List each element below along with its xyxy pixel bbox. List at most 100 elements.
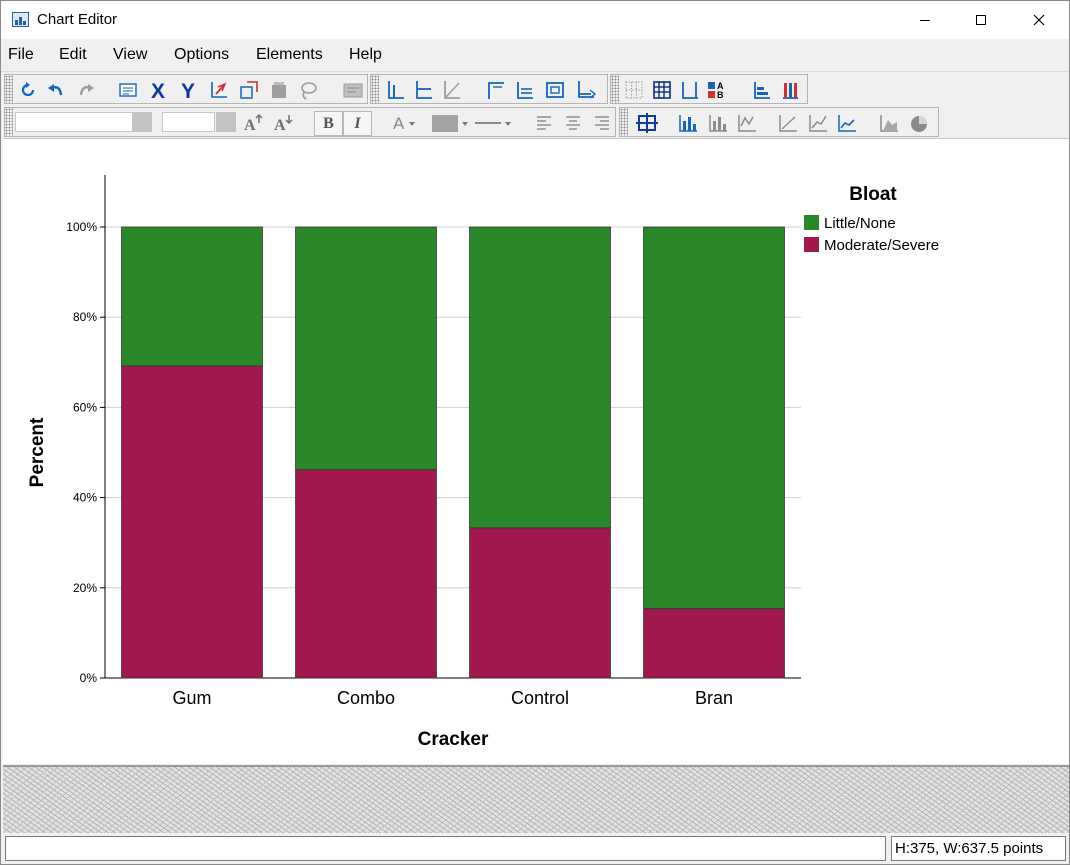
- stacked-bar-chart[interactable]: 0% 20% 40% 60% 80% 100% Gum Combo Control Bran Cra…: [3, 139, 1069, 764]
- editor-background-area: [3, 765, 1069, 833]
- area-icon[interactable]: [878, 112, 900, 134]
- legend-item-label[interactable]: Moderate/Severe: [824, 237, 939, 254]
- bold-icon[interactable]: B: [314, 111, 343, 136]
- line-chart-icon[interactable]: [736, 112, 758, 134]
- properties-icon[interactable]: [117, 79, 139, 101]
- font-size-decrease-icon[interactable]: A: [273, 112, 295, 134]
- menu-view[interactable]: View: [113, 46, 148, 63]
- stacked-bar-icon[interactable]: [707, 112, 729, 134]
- y-tick-label[interactable]: 40%: [73, 491, 97, 505]
- line-style-dropdown-icon[interactable]: [505, 122, 511, 126]
- y-tick-label[interactable]: 80%: [73, 310, 97, 324]
- toolbar-grip[interactable]: [371, 75, 379, 103]
- rescale-icon[interactable]: [208, 79, 230, 101]
- y-axis-icon[interactable]: Y: [178, 79, 200, 103]
- bar-gum-moderate-severe[interactable]: [121, 365, 263, 679]
- toolbar-group-chart-type: [619, 107, 939, 137]
- scatter-icon[interactable]: [777, 112, 799, 134]
- x-tick-label[interactable]: Combo: [337, 688, 395, 708]
- toolbar-row-2: A A B I A: [1, 105, 1069, 138]
- bar-chart-icon[interactable]: [677, 112, 699, 134]
- y-tick-label[interactable]: 60%: [73, 400, 97, 414]
- menu-options[interactable]: Options: [174, 46, 230, 63]
- font-size-increase-icon[interactable]: A: [243, 112, 265, 134]
- transpose-icon[interactable]: [238, 79, 260, 101]
- bar-combo-little-none[interactable]: [295, 226, 437, 471]
- pie-icon[interactable]: [908, 112, 930, 134]
- close-button[interactable]: [1011, 1, 1067, 39]
- line-style-icon[interactable]: [475, 122, 501, 124]
- text-color-dropdown-icon[interactable]: [409, 122, 415, 126]
- y-tick-label[interactable]: 0%: [80, 671, 98, 685]
- grid-icon[interactable]: [623, 79, 645, 101]
- x-axis-icon[interactable]: X: [148, 79, 170, 103]
- y-axis-label[interactable]: Percent: [27, 417, 48, 487]
- x-axis-label[interactable]: Cracker: [418, 729, 489, 750]
- x-tick-label[interactable]: Control: [511, 688, 569, 708]
- footnote-icon[interactable]: [514, 79, 536, 101]
- menu-file[interactable]: File: [8, 46, 34, 63]
- maximize-button[interactable]: [953, 1, 1009, 39]
- fill-color-dropdown-icon[interactable]: [462, 122, 468, 126]
- x-tick-label[interactable]: Gum: [172, 688, 211, 708]
- legend-swatch[interactable]: [804, 237, 819, 252]
- legend-title[interactable]: Bloat: [849, 184, 897, 205]
- bar-control-moderate-severe[interactable]: [469, 527, 611, 679]
- annotation-icon[interactable]: [342, 79, 364, 101]
- minimize-button[interactable]: [897, 1, 953, 39]
- scatter-markers-icon[interactable]: [807, 112, 829, 134]
- status-bar: H:375, W:637.5 points: [1, 833, 1069, 864]
- y-tick-label[interactable]: 20%: [73, 581, 97, 595]
- toolbar-group-elements: [370, 74, 608, 104]
- font-size-dropdown-button[interactable]: [216, 112, 236, 132]
- bar-gum-little-none[interactable]: [121, 226, 263, 367]
- toolbar-grip[interactable]: [611, 75, 619, 103]
- toolbar-grip[interactable]: [5, 75, 13, 103]
- font-name-dropdown-button[interactable]: [132, 112, 152, 132]
- distribution-icon[interactable]: [751, 79, 773, 101]
- bar-color-icon[interactable]: [779, 79, 801, 101]
- title-icon[interactable]: [485, 79, 507, 101]
- y-tick-label[interactable]: 100%: [66, 220, 97, 234]
- font-size-field[interactable]: [162, 112, 215, 132]
- bar-bran-moderate-severe[interactable]: [643, 608, 785, 679]
- chart-frame-icon[interactable]: [636, 112, 658, 134]
- lasso-icon[interactable]: [297, 79, 319, 101]
- error-bars-icon[interactable]: [679, 79, 701, 101]
- undo-icon[interactable]: [45, 79, 67, 101]
- chart-canvas[interactable]: 0% 20% 40% 60% 80% 100% Gum Combo Control Bran Cra…: [3, 138, 1069, 764]
- x-tick-label[interactable]: Bran: [695, 688, 733, 708]
- toolbar-grip[interactable]: [5, 108, 13, 136]
- line-markers-icon[interactable]: [836, 112, 858, 134]
- fit-line-icon[interactable]: [441, 79, 463, 101]
- italic-icon[interactable]: I: [343, 111, 372, 136]
- legend-swatch[interactable]: [804, 215, 819, 230]
- close-icon: [1033, 14, 1045, 26]
- show-data-labels-icon[interactable]: [385, 79, 407, 101]
- menu-bar: File Edit View Options Elements Help: [1, 39, 1069, 72]
- align-center-icon[interactable]: [562, 112, 584, 134]
- legend-item-label[interactable]: Little/None: [824, 215, 896, 232]
- menu-elements[interactable]: Elements: [256, 46, 323, 63]
- fill-color-icon[interactable]: [432, 115, 458, 132]
- deleted-element-icon[interactable]: [268, 79, 290, 101]
- toolbar-group-format: A A B I A: [4, 107, 616, 137]
- table-icon[interactable]: [651, 79, 673, 101]
- align-right-icon[interactable]: [591, 112, 613, 134]
- toolbar-grip[interactable]: [620, 108, 628, 136]
- interpolation-line-icon[interactable]: [413, 79, 435, 101]
- reference-line-icon[interactable]: [575, 79, 597, 101]
- textbox-icon[interactable]: [544, 79, 566, 101]
- refresh-icon[interactable]: [17, 79, 39, 101]
- bar-control-little-none[interactable]: [469, 226, 611, 529]
- align-left-icon[interactable]: [533, 112, 555, 134]
- bar-combo-moderate-severe[interactable]: [295, 469, 437, 679]
- window-title: Chart Editor: [37, 11, 118, 28]
- font-name-field[interactable]: [15, 112, 133, 132]
- redo-icon[interactable]: [75, 79, 97, 101]
- menu-edit[interactable]: Edit: [59, 46, 87, 63]
- bar-bran-little-none[interactable]: [643, 226, 785, 609]
- menu-help[interactable]: Help: [349, 46, 382, 63]
- text-color-icon[interactable]: A: [393, 114, 405, 133]
